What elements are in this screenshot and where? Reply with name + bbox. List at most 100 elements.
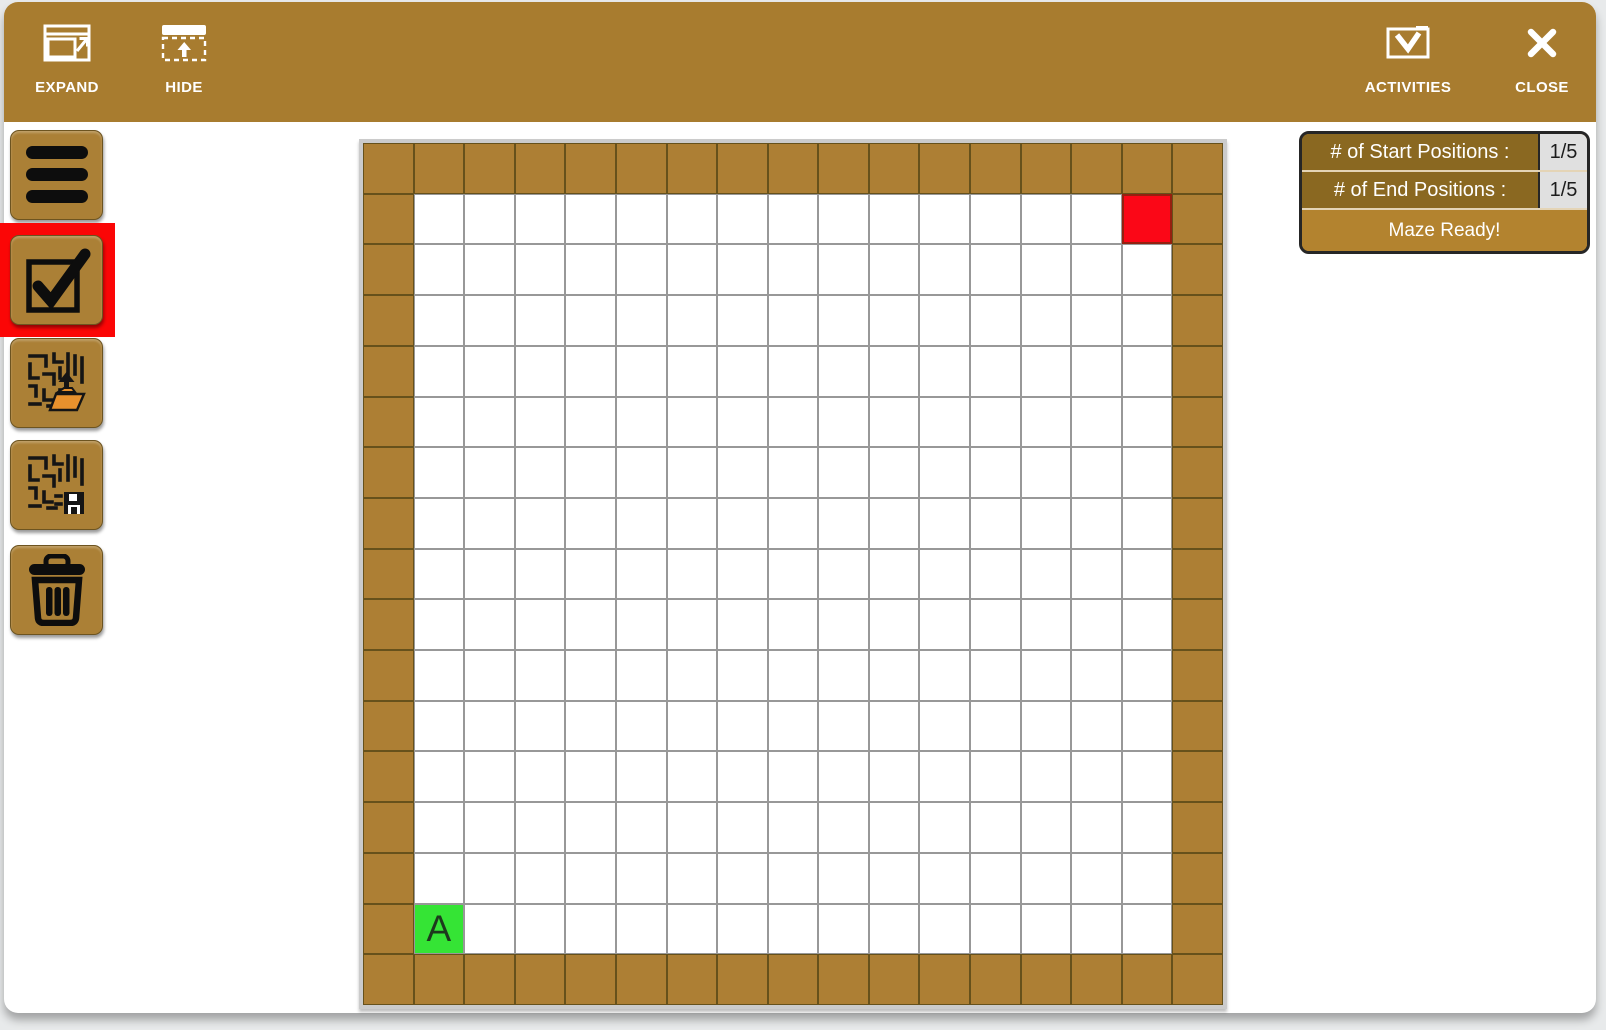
maze-open-cell[interactable] [767, 497, 819, 549]
maze-open-cell[interactable] [464, 548, 515, 600]
maze-wall-cell[interactable] [1172, 193, 1223, 245]
maze-open-cell[interactable] [413, 396, 465, 448]
maze-open-cell[interactable] [818, 852, 869, 904]
maze-open-cell[interactable] [970, 903, 1021, 955]
maze-wall-cell[interactable] [1172, 903, 1223, 955]
maze-open-cell[interactable] [717, 193, 768, 245]
maze-wall-cell[interactable] [1172, 295, 1223, 346]
maze-wall-cell[interactable] [1172, 497, 1223, 549]
maze-start-cell[interactable]: A [413, 903, 465, 955]
close-button[interactable]: CLOSE [1505, 25, 1579, 96]
maze-open-cell[interactable] [818, 244, 869, 296]
maze-open-cell[interactable] [666, 599, 718, 651]
maze-open-cell[interactable] [464, 497, 515, 549]
maze-open-cell[interactable] [919, 295, 971, 346]
maze-wall-cell[interactable] [919, 954, 971, 1005]
maze-open-cell[interactable] [818, 650, 869, 701]
maze-open-cell[interactable] [970, 751, 1021, 803]
maze-open-cell[interactable] [767, 802, 819, 853]
maze-open-cell[interactable] [565, 700, 616, 752]
maze-open-cell[interactable] [1071, 497, 1122, 549]
maze-open-cell[interactable] [666, 650, 718, 701]
maze-open-cell[interactable] [615, 396, 667, 448]
maze-open-cell[interactable] [464, 599, 515, 651]
maze-open-cell[interactable] [919, 244, 971, 296]
maze-wall-cell[interactable] [919, 143, 971, 194]
maze-open-cell[interactable] [413, 852, 465, 904]
maze-open-cell[interactable] [514, 700, 566, 752]
maze-open-cell[interactable] [1121, 497, 1173, 549]
maze-wall-cell[interactable] [363, 852, 414, 904]
maze-open-cell[interactable] [1071, 244, 1122, 296]
maze-open-cell[interactable] [919, 447, 971, 498]
maze-open-cell[interactable] [767, 650, 819, 701]
maze-wall-cell[interactable] [1172, 954, 1223, 1005]
maze-open-cell[interactable] [615, 548, 667, 600]
maze-open-cell[interactable] [413, 548, 465, 600]
maze-open-cell[interactable] [464, 193, 515, 245]
maze-wall-cell[interactable] [868, 954, 920, 1005]
maze-wall-cell[interactable] [1172, 345, 1223, 397]
maze-open-cell[interactable] [413, 244, 465, 296]
check-maze-button[interactable] [10, 235, 103, 325]
maze-wall-cell[interactable] [514, 954, 566, 1005]
maze-wall-cell[interactable] [363, 497, 414, 549]
maze-open-cell[interactable] [565, 852, 616, 904]
maze-open-cell[interactable] [514, 193, 566, 245]
maze-open-cell[interactable] [1020, 903, 1072, 955]
maze-open-cell[interactable] [413, 193, 465, 245]
maze-open-cell[interactable] [615, 751, 667, 803]
maze-wall-cell[interactable] [363, 396, 414, 448]
maze-open-cell[interactable] [1121, 295, 1173, 346]
maze-open-cell[interactable] [868, 802, 920, 853]
maze-open-cell[interactable] [919, 599, 971, 651]
maze-open-cell[interactable] [413, 650, 465, 701]
maze-open-cell[interactable] [565, 345, 616, 397]
maze-wall-cell[interactable] [615, 954, 667, 1005]
maze-open-cell[interactable] [1121, 751, 1173, 803]
maze-open-cell[interactable] [514, 903, 566, 955]
maze-open-cell[interactable] [514, 650, 566, 701]
maze-open-cell[interactable] [818, 345, 869, 397]
maze-open-cell[interactable] [919, 903, 971, 955]
maze-open-cell[interactable] [514, 852, 566, 904]
maze-open-cell[interactable] [717, 497, 768, 549]
maze-open-cell[interactable] [1020, 193, 1072, 245]
maze-open-cell[interactable] [970, 802, 1021, 853]
maze-wall-cell[interactable] [1172, 700, 1223, 752]
maze-open-cell[interactable] [717, 650, 768, 701]
maze-open-cell[interactable] [970, 497, 1021, 549]
maze-open-cell[interactable] [1071, 345, 1122, 397]
maze-open-cell[interactable] [1071, 700, 1122, 752]
maze-open-cell[interactable] [514, 497, 566, 549]
maze-open-cell[interactable] [565, 903, 616, 955]
maze-open-cell[interactable] [919, 193, 971, 245]
maze-open-cell[interactable] [413, 447, 465, 498]
maze-open-cell[interactable] [615, 497, 667, 549]
maze-open-cell[interactable] [666, 447, 718, 498]
maze-open-cell[interactable] [464, 802, 515, 853]
maze-wall-cell[interactable] [363, 903, 414, 955]
maze-wall-cell[interactable] [363, 599, 414, 651]
maze-open-cell[interactable] [919, 700, 971, 752]
maze-wall-cell[interactable] [464, 954, 515, 1005]
maze-open-cell[interactable] [868, 548, 920, 600]
maze-open-cell[interactable] [919, 345, 971, 397]
maze-open-cell[interactable] [1121, 903, 1173, 955]
maze-open-cell[interactable] [514, 345, 566, 397]
maze-open-cell[interactable] [1071, 599, 1122, 651]
maze-open-cell[interactable] [919, 751, 971, 803]
maze-open-cell[interactable] [514, 244, 566, 296]
maze-wall-cell[interactable] [1172, 244, 1223, 296]
maze-open-cell[interactable] [565, 244, 616, 296]
maze-open-cell[interactable] [565, 396, 616, 448]
maze-open-cell[interactable] [970, 599, 1021, 651]
maze-open-cell[interactable] [868, 193, 920, 245]
maze-open-cell[interactable] [666, 802, 718, 853]
maze-wall-cell[interactable] [1172, 143, 1223, 194]
maze-open-cell[interactable] [1121, 802, 1173, 853]
maze-open-cell[interactable] [1071, 548, 1122, 600]
maze-open-cell[interactable] [615, 244, 667, 296]
maze-open-cell[interactable] [413, 751, 465, 803]
maze-open-cell[interactable] [1071, 903, 1122, 955]
